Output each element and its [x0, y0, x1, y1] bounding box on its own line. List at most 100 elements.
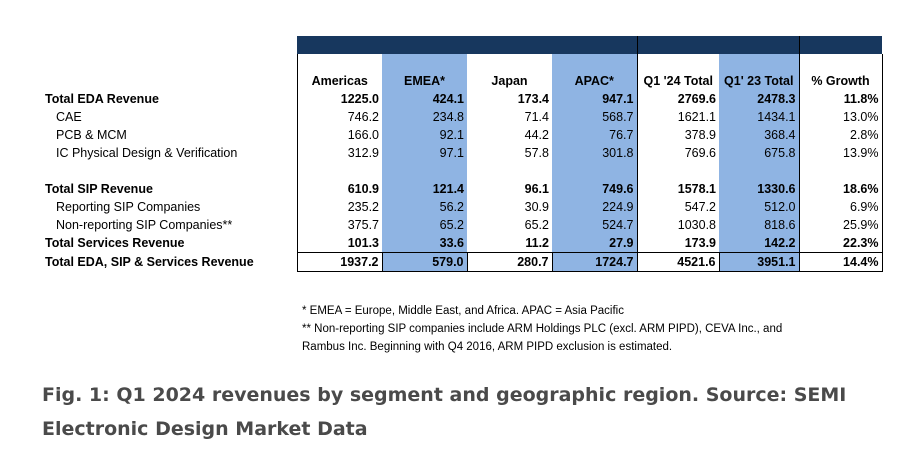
table-cell: 101.3 — [296, 234, 382, 253]
table-cell: 18.6% — [799, 180, 883, 198]
table-cell: 235.2 — [296, 198, 382, 216]
table-cell: 97.1 — [382, 144, 467, 162]
table-cell: 1030.8 — [677, 218, 716, 232]
table-cell: 579.0 — [382, 252, 468, 272]
row-label: PCB & MCM — [56, 128, 127, 142]
table-cell: 142.2 — [719, 234, 800, 253]
table-cell: 1225.0 — [296, 90, 382, 108]
table-cell: 818.6 — [719, 216, 800, 234]
table-cell: 14.4% — [799, 252, 883, 272]
table-cell: 512.0 — [719, 198, 800, 216]
table-cell: 121.4 — [382, 180, 467, 198]
table-row: PCB & MCM 166.0 92.1 44.2 76.7 378.9 368.4 2.8% — [42, 126, 883, 144]
table-row: Total SIP Revenue 610.9 121.4 96.1 749.6 1578… — [42, 180, 883, 198]
table-cell: 568.7 — [552, 108, 638, 126]
table-cell: 65.2 — [382, 216, 467, 234]
col-header-apac: APAC* — [552, 72, 638, 90]
table-cell: 2478.3 — [719, 90, 800, 108]
footnotes: * EMEA = Europe, Middle East, and Africa… — [302, 302, 882, 356]
table-cell: 13.0% — [799, 108, 883, 126]
table-cell: 11.2 — [525, 236, 549, 250]
col-header-emea: EMEA* — [382, 72, 467, 90]
table-cell: 312.9 — [296, 144, 382, 162]
revenue-table: Americas EMEA* Japan APAC* Q1 '24 Total … — [42, 36, 883, 272]
table-cell: 749.6 — [552, 180, 638, 198]
table-cell: 25.9% — [799, 216, 883, 234]
figure-caption: Fig. 1: Q1 2024 revenues by segment and … — [42, 384, 847, 440]
table-cell: 71.4 — [524, 110, 549, 124]
table-cell: 1578.1 — [677, 182, 716, 196]
footnote-line: * EMEA = Europe, Middle East, and Africa… — [302, 305, 624, 317]
table-cell: 378.9 — [684, 128, 716, 142]
table-cell: 301.8 — [552, 144, 638, 162]
table-cell: 44.2 — [524, 128, 549, 142]
table-cell: 2.8% — [799, 126, 883, 144]
table-cell: 33.6 — [382, 234, 467, 253]
table-cell: 173.4 — [517, 92, 549, 106]
table-row: Non-reporting SIP Companies** 375.7 65.2 65… — [42, 216, 883, 234]
table-row: Reporting SIP Companies 235.2 56.2 30.9 224.… — [42, 198, 883, 216]
row-label: Total SIP Revenue — [45, 182, 153, 196]
col-header-americas: Americas — [296, 72, 382, 90]
table-cell: 1724.7 — [552, 252, 638, 272]
col-header-q1-24-total: Q1 '24 Total — [643, 74, 713, 88]
table-cell: 6.9% — [799, 198, 883, 216]
footnote-line: Rambus Inc. Beginning with Q4 2016, ARM … — [302, 341, 673, 353]
table-cell: 11.8% — [799, 90, 883, 108]
table-row: Total Services Revenue 101.3 33.6 11.2 27.9 1… — [42, 234, 883, 253]
table-row: IC Physical Design & Verification 312.9 97… — [42, 144, 883, 162]
row-label: IC Physical Design & Verification — [56, 146, 238, 160]
table-row: Total EDA Revenue 1225.0 424.1 173.4 947.1 27… — [42, 90, 883, 108]
table-cell: 57.8 — [524, 146, 549, 160]
header-spacer — [42, 54, 883, 72]
table-cell: 280.7 — [467, 252, 553, 272]
col-header-q1-23-total: Q1' 23 Total — [719, 72, 800, 90]
table-cell: 3951.1 — [719, 252, 800, 272]
table-cell: 173.9 — [684, 236, 716, 250]
table-cell: 234.8 — [382, 108, 467, 126]
footnote-line: ** Non-reporting SIP companies include A… — [302, 323, 783, 335]
table-cell: 56.2 — [382, 198, 467, 216]
col-header-japan: Japan — [491, 74, 528, 88]
row-gap — [42, 162, 883, 180]
table-cell: 547.2 — [684, 200, 716, 214]
table-cell: 4521.6 — [637, 252, 720, 272]
row-label: Non-reporting SIP Companies** — [56, 218, 233, 232]
row-label: Total EDA Revenue — [45, 92, 159, 106]
table-cell: 166.0 — [296, 126, 382, 144]
table-cell: 424.1 — [382, 90, 467, 108]
table-cell: 65.2 — [524, 218, 549, 232]
table-cell: 2769.6 — [677, 92, 716, 106]
table-cell: 76.7 — [552, 126, 638, 144]
table-row: CAE 746.2 234.8 71.4 568.7 1621.1 1434.1 13.0% — [42, 108, 883, 126]
header-bar — [42, 36, 882, 54]
table-cell: 368.4 — [719, 126, 800, 144]
row-label: Total Services Revenue — [45, 236, 185, 251]
table-cell: 375.7 — [296, 216, 382, 234]
table-cell: 96.1 — [524, 182, 549, 196]
table-cell: 610.9 — [296, 180, 382, 198]
table-cell: 947.1 — [552, 90, 638, 108]
table-row: Total EDA, SIP & Services Revenue 1937.2 5… — [42, 252, 883, 272]
table-cell: 224.9 — [552, 198, 638, 216]
table-cell: 675.8 — [719, 144, 800, 162]
table-cell: 13.9% — [799, 144, 883, 162]
column-header-row: Americas EMEA* Japan APAC* Q1 '24 Total … — [42, 72, 883, 90]
table-cell: 1937.2 — [296, 252, 383, 272]
table-cell: 27.9 — [552, 234, 638, 253]
table-cell: 1434.1 — [719, 108, 800, 126]
table-cell: 22.3% — [799, 234, 883, 253]
table-cell: 524.7 — [552, 216, 638, 234]
row-label: Total EDA, SIP & Services Revenue — [45, 255, 254, 269]
table-cell: 1621.1 — [677, 110, 716, 124]
col-header-growth: % Growth — [799, 72, 883, 90]
table-cell: 769.6 — [684, 146, 716, 160]
table-cell: 1330.6 — [719, 180, 800, 198]
row-label: Reporting SIP Companies — [56, 200, 201, 214]
table-cell: 30.9 — [524, 200, 549, 214]
table-cell: 746.2 — [296, 108, 382, 126]
table-cell: 92.1 — [382, 126, 467, 144]
table-body: Total EDA Revenue 1225.0 424.1 173.4 947.1 27… — [42, 90, 883, 272]
row-label: CAE — [56, 110, 82, 124]
